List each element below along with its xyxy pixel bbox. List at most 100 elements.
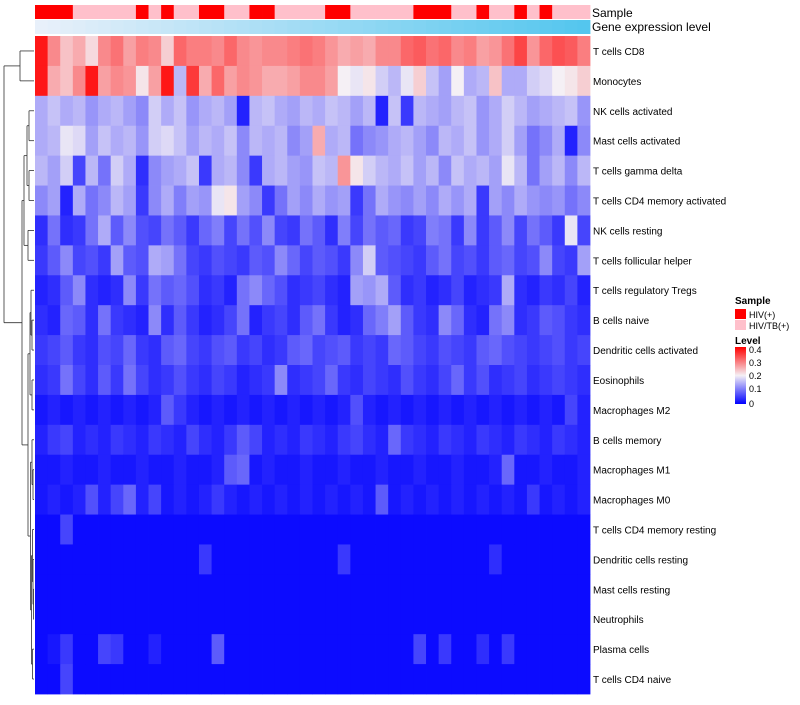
sample-annotation-cell (60, 5, 74, 19)
heatmap-cell (135, 335, 149, 366)
heatmap-cell (388, 424, 402, 456)
heatmap-cell (148, 275, 162, 306)
heatmap-cell (299, 604, 313, 635)
sample-annotation-cell (552, 5, 566, 19)
expression-annotation-cell (186, 20, 200, 34)
heatmap-cell (577, 245, 591, 276)
heatmap-cell (60, 155, 74, 186)
heatmap-cell (489, 65, 503, 97)
heatmap-cell (350, 305, 364, 336)
heatmap-cell (72, 454, 86, 486)
legend: Sample HIV(+) HIV/TB(+) Level 0.4 0.3 0.… (735, 296, 789, 409)
heatmap-cell (489, 215, 503, 246)
heatmap-cell (400, 335, 414, 366)
heatmap-cell (577, 65, 591, 97)
heatmap-cell (148, 634, 162, 665)
heatmap-cell (85, 185, 99, 216)
row-label: Macrophages M1 (593, 466, 671, 477)
legend-label-hiv: HIV(+) (749, 310, 775, 320)
heatmap-cell (198, 65, 212, 97)
expression-annotation-cell (375, 20, 389, 34)
heatmap-cell (426, 65, 440, 97)
heatmap-cell (350, 335, 364, 366)
heatmap-cell (148, 36, 162, 67)
expression-annotation-cell (148, 20, 162, 34)
heatmap-cell (249, 574, 263, 605)
heatmap-cell (312, 424, 326, 456)
heatmap-cell (451, 574, 465, 605)
heatmap-cell (211, 454, 225, 486)
heatmap-cell (438, 604, 452, 635)
heatmap-cell (173, 95, 187, 127)
heatmap-cell (35, 215, 49, 246)
heatmap-cell (123, 36, 137, 67)
sample-annotation-cell (400, 5, 414, 19)
heatmap-cell (35, 65, 49, 97)
heatmap-cell (476, 604, 490, 635)
heatmap-cell (476, 275, 490, 306)
sample-annotation-cell (47, 5, 61, 19)
heatmap-cell (426, 544, 440, 575)
heatmap-cell (564, 604, 578, 635)
heatmap-cell (501, 245, 515, 276)
heatmap-cell (173, 65, 187, 97)
heatmap-cell (489, 125, 503, 157)
heatmap-cell (299, 125, 313, 157)
heatmap-cell (426, 365, 440, 396)
heatmap-cell (552, 275, 566, 306)
heatmap-cell (400, 155, 414, 186)
heatmap-cell (299, 394, 313, 426)
heatmap-cell (526, 335, 540, 366)
heatmap-cell (299, 185, 313, 216)
heatmap-cell (426, 335, 440, 366)
heatmap-cell (362, 634, 376, 665)
heatmap-cell (98, 634, 112, 665)
heatmap-cell (173, 36, 187, 67)
row-label: T cells CD4 naive (593, 675, 672, 686)
heatmap-cell (60, 245, 74, 276)
sample-annotation-cell (451, 5, 465, 19)
heatmap-cell (123, 65, 137, 97)
heatmap-cell (123, 155, 137, 186)
expression-track-label: Gene expression level (592, 20, 711, 34)
heatmap-cell (539, 275, 553, 306)
heatmap-cell (413, 335, 427, 366)
heatmap-cell (224, 634, 238, 665)
heatmap-cell (337, 335, 351, 366)
sample-annotation-cell (72, 5, 86, 19)
heatmap-cell (110, 454, 124, 486)
heatmap-cell (325, 36, 339, 67)
heatmap-cell (325, 305, 339, 336)
heatmap-cell (426, 275, 440, 306)
heatmap-cell (388, 245, 402, 276)
heatmap-cell (375, 65, 389, 97)
heatmap-cell (135, 125, 149, 157)
heatmap-cell (299, 65, 313, 97)
heatmap-cell (489, 305, 503, 336)
heatmap-cell (287, 394, 301, 426)
heatmap-cell (35, 125, 49, 157)
heatmap-cell (224, 215, 238, 246)
heatmap-cell (476, 36, 490, 67)
expression-annotation-cell (526, 20, 540, 34)
heatmap-cell (526, 215, 540, 246)
heatmap-cell (47, 514, 61, 545)
heatmap-cell (135, 514, 149, 545)
heatmap-cell (198, 544, 212, 575)
heatmap-cell (274, 305, 288, 336)
heatmap-cell (489, 155, 503, 186)
heatmap-cell (564, 36, 578, 67)
heatmap-cell (47, 335, 61, 366)
heatmap-cell (47, 125, 61, 157)
heatmap-cell (552, 305, 566, 336)
heatmap-cell (426, 604, 440, 635)
heatmap-cell (274, 95, 288, 127)
sample-annotation-cell (135, 5, 149, 19)
heatmap-cell (249, 544, 263, 575)
heatmap-cell (198, 634, 212, 665)
heatmap-cell (564, 484, 578, 515)
heatmap-cell (489, 275, 503, 306)
heatmap-cell (262, 185, 276, 216)
expression-annotation-cell (236, 20, 250, 34)
heatmap-cell (47, 365, 61, 396)
